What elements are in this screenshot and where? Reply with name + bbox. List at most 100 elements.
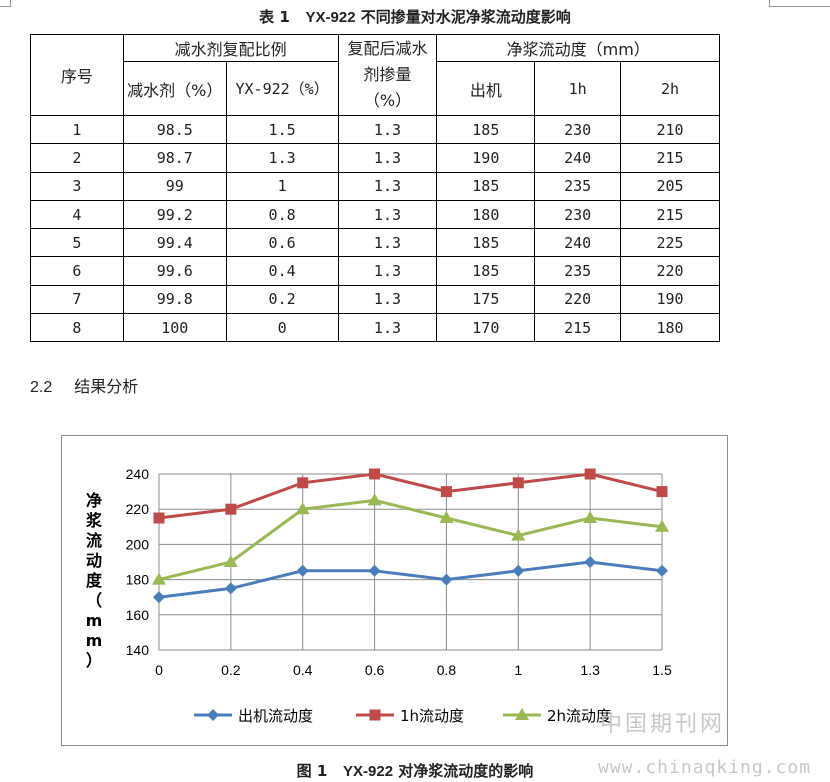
table-row: 1 98.5 1.5 1.3 185 230 210 [30,114,720,145]
table-cell: 220 [620,256,720,286]
table-cell: 1 [30,114,124,145]
x-tick-label: 1 [514,662,522,678]
data-point-series-3 [152,572,166,585]
header-out: 出机 [436,61,536,116]
table-cell: 185 [436,228,536,258]
x-tick-label: 0.6 [365,662,385,678]
table-cell: 99.8 [122,284,227,315]
table-cell: 99.6 [122,256,227,286]
table-cell: 6 [30,256,124,286]
table-cell: 98.5 [122,114,227,145]
table-row: 5 99.4 0.6 1.3 185 240 225 [30,228,720,258]
y-axis-label-char: m [86,611,103,630]
legend-label-1: 出机流动度 [238,707,313,725]
section-heading: 2.2 结果分析 [30,373,138,397]
table-cell: 4 [30,199,124,230]
x-tick-label: 1.3 [580,662,600,678]
data-point-series-1 [224,582,237,595]
table-cell: 240 [534,143,622,173]
table-row: 7 99.8 0.2 1.3 175 220 190 [30,284,720,315]
y-tick-label: 200 [126,536,150,552]
data-point-series-3 [295,502,310,515]
data-point-series-1 [512,564,525,577]
y-tick-label: 160 [126,607,150,623]
table-cell: 1.5 [225,114,339,145]
table-cell: 230 [534,199,622,230]
data-point-series-3 [367,493,382,506]
table-row: 6 99.6 0.4 1.3 185 235 220 [30,256,720,286]
data-table: 序号 减水剂复配比例 复配后减水剂掺量（%） 净浆流动度（mm） 减水剂（%） … [30,34,720,343]
table-cell: 225 [620,228,720,258]
table-caption: 表 1 YX-922 不同掺量对水泥净浆流动度影响 [0,6,830,27]
x-tick-label: 1.5 [652,662,672,678]
table-cell: 0.8 [225,199,339,230]
section-title: 结果分析 [74,377,139,396]
data-point-series-1 [153,591,165,604]
table-cell: 185 [436,256,536,286]
table-cell: 99.4 [122,228,227,258]
table-header-row-1: 序号 减水剂复配比例 复配后减水剂掺量（%） 净浆流动度（mm） [30,34,720,116]
data-point-series-3 [439,511,454,523]
data-point-series-2 [440,486,452,498]
y-axis-label-char: m [86,631,103,650]
table-cell: 235 [534,256,622,286]
data-point-series-3 [223,555,238,567]
data-point-series-1 [584,556,597,568]
data-point-series-2 [225,503,237,515]
table-cell: 235 [534,171,622,201]
table-cell: 1.3 [337,199,438,230]
table-cell: 185 [436,171,536,201]
table-cell: 7 [30,284,124,315]
table-header-row-2: 减水剂（%） YX-922（%） 出机 1h 2h [31,61,720,116]
table-cell: 1 [225,171,339,201]
table-cell: 1.3 [337,114,438,145]
table-cell: 0.2 [225,284,339,315]
table-cell: 0 [225,313,339,343]
watermark-url: www.chinaqking.com [598,757,812,778]
data-point-series-1 [296,564,309,577]
legend-label-2: 1h流动度 [400,707,464,725]
table-cell: 99 [122,171,227,201]
table-cell: 1.3 [337,284,438,315]
section-number: 2.2 [30,379,53,396]
y-axis-label-char: 动 [86,551,102,570]
y-axis-label-char: ） [86,651,102,670]
data-point-series-2 [369,468,381,480]
data-point-series-3 [511,528,526,541]
page-corner-right [769,0,830,7]
header-fluidity-group: 净浆流动度（mm） [436,34,720,62]
table-cell: 205 [620,171,720,201]
table-row: 8 100 0 1.3 170 215 180 [30,313,720,343]
data-point-series-2 [656,486,668,498]
table-cell: 220 [534,284,622,315]
x-tick-label: 0.2 [221,662,241,678]
series-line-1 [158,560,663,599]
table-cell: 2 [30,143,124,173]
y-axis-label-char: 度 [86,571,103,590]
data-point-series-2 [584,468,596,480]
table-body: 1 98.5 1.5 1.3 185 230 210 2 98.7 1.3 1.3 190 240 215… [30,114,720,343]
page-edge-marks [0,0,830,7]
y-tick-label: 180 [126,572,150,588]
watermark-brand: 中国期刊网 [600,712,726,737]
table-cell: 1.3 [225,143,339,173]
series-line-2 [158,472,663,520]
table-cell: 1.3 [337,143,438,173]
data-point-series-1 [440,573,453,586]
table-cell: 99.2 [122,199,227,230]
y-axis-label-char: （ [86,591,102,610]
table-cell: 215 [534,313,622,343]
table-row: 3 99 1 1.3 185 235 205 [30,171,720,201]
chart-frame: 140 160 180 200 220 240 0 0.2 0.4 0.6 0.8 1 1.3 1.5 净浆… [61,435,728,746]
data-point-series-2 [512,477,524,489]
figure-caption: 图 1 YX-922 对净浆流动度的影响 [0,760,830,781]
table-cell: 0.4 [225,256,339,286]
table-caption-text: 不同掺量对水泥净浆流动度影响 [360,8,571,26]
header-reducer: 减水剂（%） [122,61,227,116]
table-cell: 98.7 [122,143,227,173]
header-yx922: YX-922（%） [225,61,339,116]
figure-caption-code: YX-922 [343,763,394,780]
header-1h: 1h [534,61,622,116]
table-cell: 1.3 [337,228,438,258]
series-line-3 [158,498,663,582]
